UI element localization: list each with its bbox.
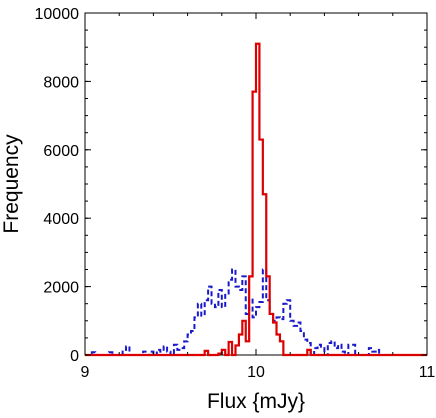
series-red-solid-line <box>85 42 427 357</box>
y-tick-label: 2000 <box>43 280 79 297</box>
x-tick-label: 9 <box>81 364 90 381</box>
y-tick-label: 10000 <box>35 6 80 23</box>
x-tick-label: 11 <box>419 364 436 381</box>
x-tick-label: 10 <box>247 364 265 381</box>
x-axis-title: Flux {mJy} <box>207 390 305 413</box>
series-layer <box>85 42 427 357</box>
y-tick-label: 4000 <box>43 211 79 228</box>
y-tick-label: 8000 <box>43 74 79 91</box>
tick-layer: 9 10 11 0 2000 4000 6000 8000 10000 <box>35 6 436 381</box>
y-axis-title: Frequency <box>0 134 23 234</box>
series-blue-dashed-line <box>85 268 427 356</box>
y-tick-label: 6000 <box>43 143 79 160</box>
y-tick-label: 0 <box>70 348 79 365</box>
